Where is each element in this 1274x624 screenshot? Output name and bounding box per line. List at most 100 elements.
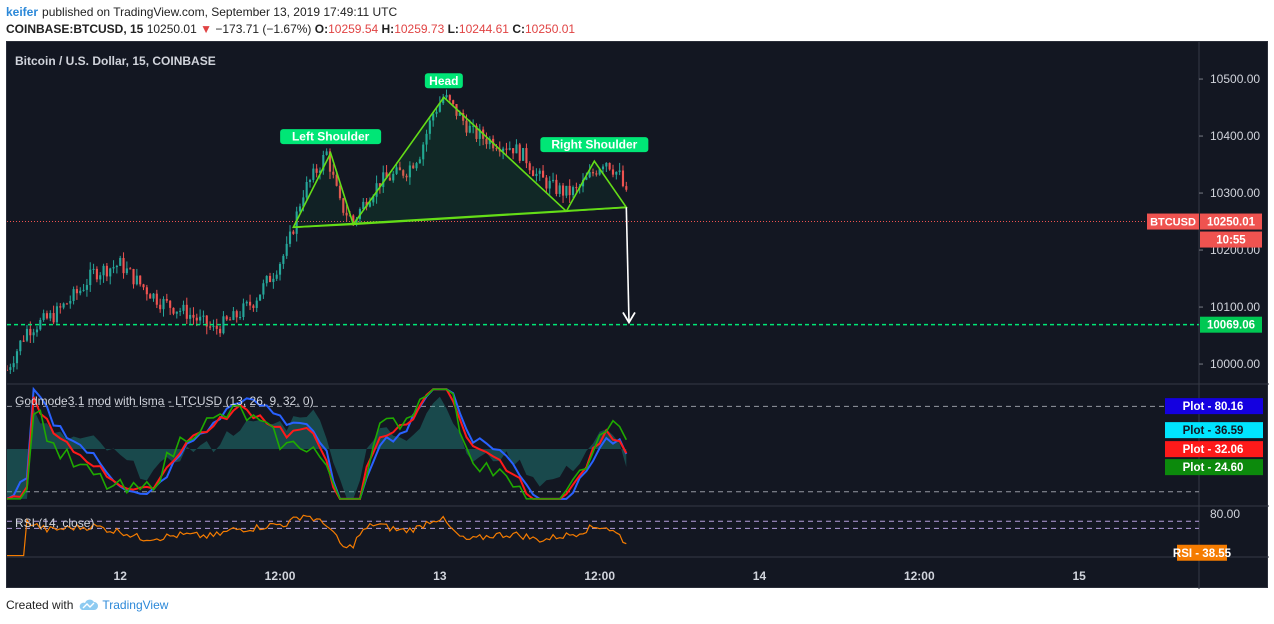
candle-body: [332, 171, 335, 175]
cloud-icon: [80, 599, 99, 610]
osc-value-tag-bg: [1165, 459, 1263, 476]
candle-body: [472, 125, 475, 127]
candle-body: [175, 311, 178, 314]
candle-body: [35, 329, 39, 333]
left-shoulder-label: Left Shoulder: [280, 129, 382, 145]
candle-body: [232, 311, 235, 320]
high-label: H:: [381, 22, 395, 36]
candle-body: [561, 185, 565, 196]
head-label-text: Head: [429, 74, 458, 88]
chart-canvas[interactable]: 10500.0010400.0010300.0010200.0010100.00…: [7, 42, 1269, 589]
candle-body: [372, 196, 375, 203]
candle-body: [29, 328, 32, 336]
candle-body: [292, 231, 295, 234]
candle-body: [9, 367, 12, 370]
candle-body: [62, 303, 65, 308]
right-shoulder-label: Right Shoulder: [540, 137, 649, 153]
footer: Created with TradingView: [6, 598, 168, 612]
right-shoulder-label-text: Right Shoulder: [551, 138, 637, 152]
candle-body: [255, 300, 258, 308]
candle-body: [298, 206, 302, 212]
candle-body: [615, 171, 618, 175]
x-tick-label: 12: [114, 569, 128, 583]
candle-body: [408, 165, 411, 178]
y-tick-label: 10500.00: [1210, 72, 1260, 86]
candle-body: [365, 201, 368, 207]
right-shoulder-label-bg: [540, 137, 649, 153]
candle-body: [568, 185, 571, 196]
candle-body: [385, 172, 388, 178]
osc-value-tag-text: Plot - 36.59: [1183, 425, 1244, 437]
candle-body: [42, 313, 45, 320]
candle-body: [22, 340, 25, 342]
candle-body: [608, 162, 611, 170]
candle-body: [69, 300, 72, 304]
candle-body: [352, 215, 355, 223]
candle-body: [12, 363, 15, 368]
candle-body: [402, 170, 405, 176]
candle-body: [588, 172, 591, 178]
candle-body: [432, 113, 435, 121]
publish-info: published on TradingView.com, September …: [42, 5, 398, 19]
level-price-tag: 10069.06: [1200, 316, 1262, 333]
candle-body: [195, 317, 198, 321]
candle-body: [7, 369, 9, 371]
tradingview-logo[interactable]: TradingView: [77, 598, 168, 612]
candle-body: [278, 263, 282, 275]
x-tick-label: 14: [753, 569, 767, 583]
rsi-value-tag-text: RSI - 38.55: [1173, 548, 1232, 560]
candle-body: [382, 172, 385, 187]
open-value: 10259.54: [328, 22, 379, 36]
candle-body: [192, 314, 195, 318]
candle-body: [452, 100, 455, 105]
candle-body: [199, 316, 202, 321]
candle-body: [132, 268, 135, 285]
chart-frame[interactable]: 10500.00 10400.00 10300.00 10200.00 10100.00…: [6, 41, 1269, 589]
candle-body: [248, 301, 252, 306]
candle-body: [185, 304, 188, 319]
candle-body: [162, 298, 165, 310]
candle-body: [611, 169, 615, 175]
candle-body: [25, 328, 29, 341]
candle-body: [462, 112, 465, 121]
candle-body: [239, 317, 242, 319]
candle-body: [145, 287, 148, 295]
candle-body: [149, 294, 152, 299]
candle-body: [548, 180, 551, 189]
osc-value-tag: Plot - 24.60: [1165, 459, 1263, 476]
head-label: Head: [424, 73, 463, 89]
candle-body: [502, 148, 505, 152]
osc-value-tag-text: Plot - 24.60: [1183, 462, 1244, 474]
candle-body: [165, 298, 168, 301]
candle-body: [618, 170, 621, 172]
btcusd-price-tag: BTCUSD 10250.01: [1147, 213, 1262, 230]
candle-body: [442, 97, 445, 104]
candle-body: [315, 168, 318, 173]
rsi-value-tag-bg: [1177, 544, 1227, 561]
candle-body: [338, 185, 342, 199]
candle-body: [258, 294, 262, 301]
low-value: 10244.61: [458, 22, 509, 36]
osc-green-line: [7, 388, 628, 500]
candle-body: [422, 144, 425, 160]
y-tick-label: 10300.00: [1210, 186, 1260, 200]
candle-body: [105, 265, 108, 277]
candle-body: [308, 179, 312, 183]
candle-body: [542, 170, 545, 178]
main-pane-title: Bitcoin / U.S. Dollar, 15, COINBASE: [15, 54, 216, 68]
candle-body: [428, 120, 431, 134]
candle-body: [205, 315, 208, 327]
author-name[interactable]: keifer: [6, 5, 39, 19]
candle-body: [85, 285, 88, 290]
candle-body: [445, 95, 448, 98]
high-value: 10259.73: [394, 22, 445, 36]
candle-body: [435, 111, 438, 114]
candle-body: [202, 315, 205, 317]
candle-body: [362, 201, 365, 210]
rsi-axis-label: 80.00: [1210, 507, 1240, 521]
osc-value-tag-text: Plot - 80.16: [1183, 401, 1244, 413]
candle-body: [342, 198, 345, 213]
btcusd-price-tag-symbol-bg: [1147, 213, 1199, 230]
x-tick-label: 12:00: [904, 569, 935, 583]
candle-body: [601, 166, 605, 170]
